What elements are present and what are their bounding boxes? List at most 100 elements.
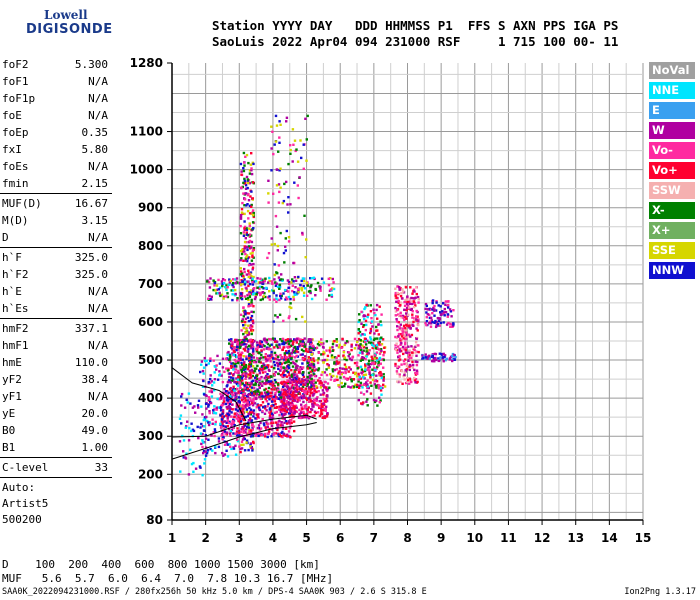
echo-point: [202, 441, 205, 444]
echo-point: [238, 384, 241, 387]
echo-point: [275, 282, 278, 285]
echo-point: [300, 403, 303, 406]
echo-point: [403, 333, 406, 336]
echo-point: [213, 365, 216, 368]
echo-point: [335, 356, 338, 360]
echo-point: [261, 418, 264, 421]
echo-point: [229, 343, 233, 346]
echo-point: [234, 288, 237, 292]
echo-point: [228, 420, 231, 423]
echo-point: [279, 394, 283, 397]
echo-point: [298, 287, 301, 290]
echo-point: [299, 342, 302, 345]
echo-point: [453, 358, 456, 361]
echo-point: [215, 406, 218, 409]
echo-point: [292, 361, 295, 365]
echo-point: [248, 430, 251, 433]
echo-point: [319, 393, 322, 396]
echo-point: [250, 279, 254, 282]
echo-point: [413, 376, 416, 380]
echo-point: [209, 381, 212, 385]
echo-point: [412, 300, 416, 303]
echo-point: [262, 287, 265, 290]
echo-point: [266, 405, 269, 408]
echo-point: [362, 376, 365, 379]
echo-point: [273, 278, 276, 281]
echo-point: [338, 385, 341, 389]
echo-point: [251, 379, 255, 383]
echo-point: [325, 405, 328, 408]
legend-item: SSW: [649, 182, 695, 199]
echo-point: [245, 439, 249, 442]
echo-point: [358, 313, 361, 316]
echo-point: [380, 323, 383, 327]
echo-point: [251, 343, 254, 347]
echo-point: [287, 316, 290, 320]
echo-point: [378, 356, 382, 360]
echo-point: [242, 418, 246, 422]
echo-point: [281, 337, 285, 341]
echo-point: [395, 320, 399, 323]
echo-point: [358, 386, 361, 389]
echo-point: [246, 193, 249, 197]
echo-point: [286, 390, 289, 394]
y-tick-label: 1000: [130, 163, 163, 177]
echo-point: [234, 408, 238, 411]
echo-point: [400, 342, 403, 345]
echo-point: [301, 378, 304, 381]
echo-point: [244, 399, 247, 402]
echo-point: [270, 353, 273, 357]
echo-point: [243, 365, 246, 369]
echo-point: [236, 409, 240, 412]
echo-point: [248, 381, 251, 385]
echo-point: [235, 338, 238, 342]
param-row: D N/A: [0, 229, 112, 246]
echo-point: [445, 323, 449, 326]
echo-point: [396, 285, 399, 288]
echo-point: [372, 338, 376, 342]
echo-point: [349, 368, 352, 371]
y-tick-label: 700: [138, 277, 163, 291]
echo-point: [282, 199, 286, 203]
echo-point: [442, 312, 445, 315]
echo-point: [235, 405, 238, 408]
echo-point: [333, 368, 337, 372]
echo-point: [428, 322, 431, 325]
echo-point: [266, 435, 269, 439]
echo-point: [292, 420, 296, 423]
echo-point: [242, 408, 245, 411]
echo-point: [315, 385, 318, 388]
echo-point: [215, 368, 218, 371]
echo-point: [250, 298, 253, 302]
echo-point: [282, 396, 286, 399]
echo-point: [376, 347, 379, 350]
echo-point: [306, 361, 309, 365]
echo-point: [409, 286, 412, 289]
echo-point: [379, 389, 383, 392]
echo-point: [210, 389, 213, 392]
echo-point: [262, 338, 266, 341]
echo-point: [267, 281, 270, 284]
echo-point: [204, 394, 207, 397]
echo-point: [309, 285, 312, 288]
echo-point: [221, 396, 224, 400]
echo-point: [287, 286, 290, 290]
echo-point: [410, 380, 413, 384]
echo-point: [264, 353, 267, 356]
echo-point: [243, 283, 247, 286]
echo-point: [252, 425, 255, 428]
echo-point: [223, 370, 226, 373]
echo-point: [238, 281, 242, 285]
echo-point: [313, 374, 317, 378]
echo-point: [269, 375, 273, 378]
echo-point: [246, 178, 250, 181]
echo-point: [240, 170, 243, 173]
echo-point: [274, 281, 277, 284]
echo-point: [231, 341, 234, 344]
echo-point: [183, 406, 187, 409]
echo-point: [250, 332, 253, 336]
echo-point: [207, 380, 210, 384]
trace-line: [171, 367, 247, 422]
echo-point: [310, 363, 313, 366]
echo-point: [240, 443, 243, 447]
